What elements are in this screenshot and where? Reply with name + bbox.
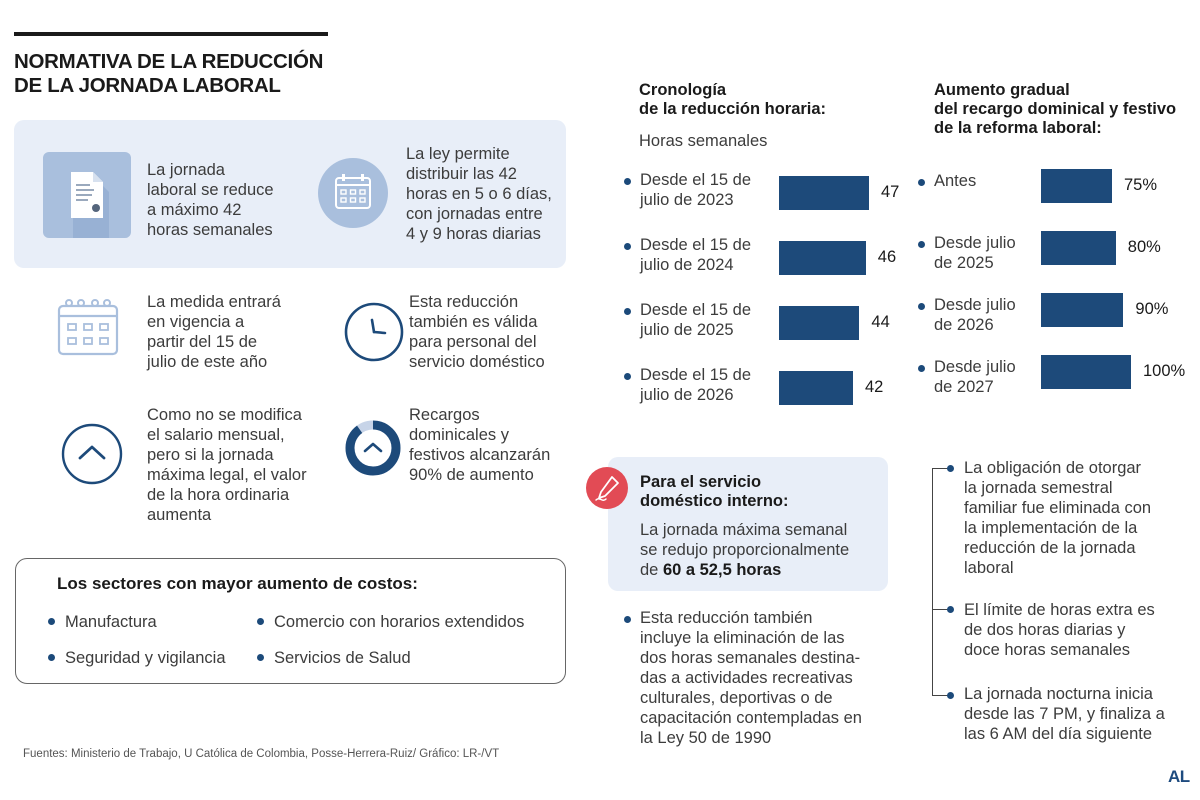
fact-hourly-value: Como no se modifica el salario mensual, pe… xyxy=(147,406,307,524)
fact-max-hours: La jornada laboral se reduce a máximo 42 ho… xyxy=(147,161,274,239)
bullet xyxy=(257,654,264,661)
note-family-day: La obligación de otorgar la jornada semes… xyxy=(964,459,1152,577)
bullet xyxy=(48,618,55,625)
fact-surcharges: Recargos dominicales y festivos alcanzarán… xyxy=(409,406,551,484)
bullet xyxy=(947,692,954,699)
sector-item: Comercio con horarios extendidos xyxy=(274,613,525,631)
bullet xyxy=(918,303,925,310)
category-label: Desde julio de 2027 xyxy=(934,358,1016,396)
sector-item: Servicios de Salud xyxy=(274,649,411,667)
bar xyxy=(1041,231,1116,265)
domestic-title: Para el servicio doméstico interno: xyxy=(640,473,789,510)
value-label: 46 xyxy=(877,248,897,266)
fact-effective-date: La medida entrará en vigencia a partir del… xyxy=(147,293,281,371)
value-label: 47 xyxy=(881,183,900,201)
bar xyxy=(1041,169,1112,203)
bullet xyxy=(624,243,631,250)
category-label: Antes xyxy=(934,172,977,190)
page-title-line-2: DE LA JORNADA LABORAL xyxy=(14,74,281,97)
note-overtime: El límite de horas extra es de dos horas … xyxy=(964,601,1155,659)
notes-bracket xyxy=(932,468,933,696)
sector-item: Manufactura xyxy=(65,613,157,631)
value-label: 75% xyxy=(1124,176,1158,194)
bar xyxy=(779,176,869,210)
bullet xyxy=(947,606,954,613)
bullet xyxy=(624,178,631,185)
category-label: Desde el 15 de julio de 2023 xyxy=(640,171,751,209)
bar xyxy=(1041,355,1131,389)
bullet xyxy=(48,654,55,661)
source-note: Fuentes: Ministerio de Trabajo, U Católi… xyxy=(23,748,500,760)
sectors-box xyxy=(15,558,566,684)
chart2-title: Aumento gradual del recargo dominical y f… xyxy=(934,81,1177,137)
note-recreational-hours: Esta reducción también incluye la elimina… xyxy=(640,609,862,747)
bullet xyxy=(624,308,631,315)
category-label: Desde el 15 de julio de 2024 xyxy=(640,236,751,274)
chevron-up-icon xyxy=(60,422,124,491)
chart1-ylabel: Horas semanales xyxy=(639,132,768,150)
calendar-icon xyxy=(318,158,388,228)
bar xyxy=(779,371,853,405)
value-label: 90% xyxy=(1135,300,1169,318)
bullet xyxy=(918,241,925,248)
value-label: 42 xyxy=(865,378,884,396)
bullet xyxy=(918,365,925,372)
pen-icon xyxy=(586,467,628,509)
brand-logo: AL xyxy=(1168,767,1190,786)
clock-icon xyxy=(342,300,406,369)
bullet xyxy=(918,179,925,186)
document-icon xyxy=(43,152,131,238)
domestic-body: La jornada máxima semanal se redujo prop… xyxy=(640,521,850,579)
bullet xyxy=(624,373,631,380)
calendar-outline-icon xyxy=(55,296,121,363)
fact-domestic-service: Esta reducción también es válida para pers… xyxy=(409,293,545,371)
page-title-line-1: NORMATIVA DE LA REDUCCIÓN xyxy=(14,50,324,73)
domestic-box xyxy=(608,457,888,591)
bullet xyxy=(947,465,954,472)
bullet xyxy=(257,618,264,625)
category-label: Desde julio de 2025 xyxy=(934,234,1016,272)
note-night-shift: La jornada nocturna inicia desde las 7 PM… xyxy=(964,685,1165,743)
page-title: NORMATIVA DE LA REDUCCIÓN DE LA JORNADA … xyxy=(14,50,354,98)
fact-distribution: La ley permite distribuir las 42 horas en … xyxy=(406,145,552,243)
value-label: 44 xyxy=(871,313,890,331)
sector-item: Seguridad y vigilancia xyxy=(65,649,226,667)
bar xyxy=(1041,293,1124,327)
bullet xyxy=(624,616,631,623)
bar xyxy=(779,241,866,275)
category-label: Desde julio de 2026 xyxy=(934,296,1016,334)
title-rule xyxy=(14,32,328,36)
value-label: 100% xyxy=(1143,362,1186,380)
bar xyxy=(779,306,860,340)
bracket-tick xyxy=(932,695,948,697)
bracket-tick xyxy=(932,468,948,470)
chart1-title: Cronología de la reducción horaria: xyxy=(639,81,827,118)
category-label: Desde el 15 de julio de 2025 xyxy=(640,301,751,339)
value-label: 80% xyxy=(1127,238,1161,256)
sectors-title: Los sectores con mayor aumento de costos… xyxy=(57,574,418,593)
progress-ring-icon xyxy=(343,418,403,483)
category-label: Desde el 15 de julio de 2026 xyxy=(640,366,751,404)
bracket-tick xyxy=(932,609,948,611)
